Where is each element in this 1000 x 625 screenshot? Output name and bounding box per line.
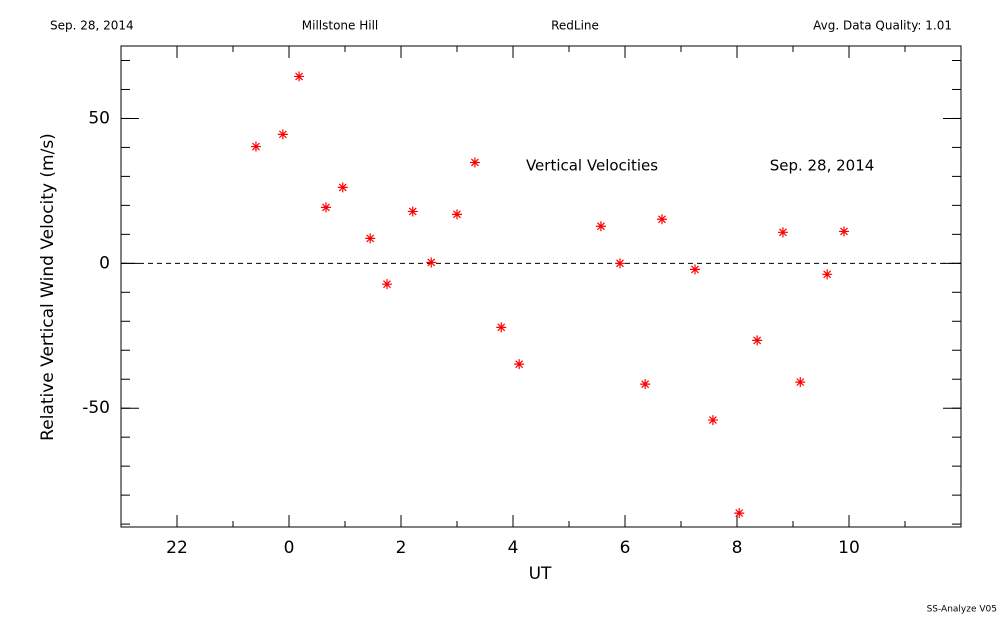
- point: [452, 209, 462, 220]
- point: [690, 264, 700, 275]
- plot-frame: [120, 45, 962, 528]
- x-tick-label: 10: [838, 538, 860, 558]
- point: [514, 359, 525, 370]
- point: [407, 206, 418, 217]
- point: [707, 415, 718, 426]
- point: [656, 214, 667, 225]
- point: [795, 377, 806, 388]
- point: [496, 322, 507, 333]
- x-tick-label: 22: [166, 538, 188, 558]
- point: [250, 141, 261, 152]
- point: [365, 233, 376, 244]
- point: [777, 227, 788, 238]
- point: [277, 129, 288, 140]
- x-tick-label: 8: [732, 538, 743, 558]
- annotation: Sep. 28, 2014: [770, 157, 875, 175]
- point: [822, 269, 833, 280]
- point: [595, 221, 606, 232]
- point: [382, 279, 392, 290]
- y-axis-label: Relative Vertical Wind Velocity (m/s): [38, 133, 58, 441]
- x-tick-label: 2: [396, 538, 407, 558]
- point: [337, 182, 348, 193]
- header-quality: Avg. Data Quality: 1.01: [813, 19, 952, 33]
- point: [614, 258, 625, 269]
- footer: SS-Analyze V05: [927, 605, 997, 615]
- point: [320, 202, 331, 213]
- point: [426, 257, 437, 268]
- x-axis-label: UT: [529, 564, 552, 584]
- point: [469, 157, 480, 168]
- point: [838, 226, 849, 237]
- x-tick-label: 6: [620, 538, 631, 558]
- y-tick-label: 50: [88, 108, 110, 128]
- point: [752, 335, 763, 346]
- x-tick-label: 4: [508, 538, 519, 558]
- point: [294, 71, 305, 82]
- header-instrument: RedLine: [551, 19, 599, 33]
- y-tick-label: 0: [99, 253, 110, 273]
- header-site: Millstone Hill: [302, 19, 378, 33]
- x-tick-label: 0: [284, 538, 295, 558]
- y-tick-label: -50: [82, 398, 110, 418]
- point: [640, 379, 651, 390]
- point: [734, 508, 745, 519]
- annotation: Vertical Velocities: [526, 157, 658, 175]
- header-date: Sep. 28, 2014: [50, 19, 134, 33]
